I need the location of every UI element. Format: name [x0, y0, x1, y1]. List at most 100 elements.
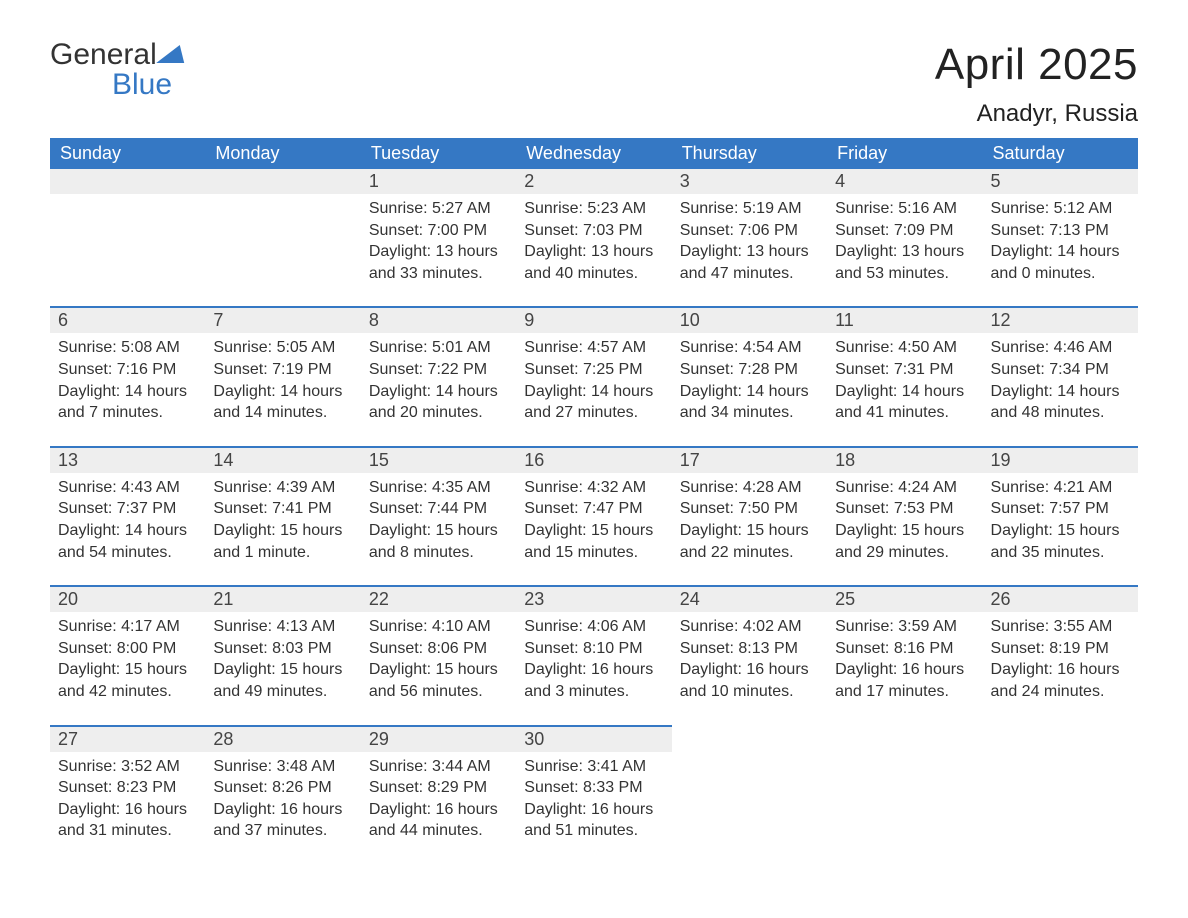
calendar-body: 1Sunrise: 5:27 AMSunset: 7:00 PMDaylight… — [50, 169, 1138, 858]
day-number: 20 — [50, 585, 205, 612]
day-data-line: Sunset: 8:19 PM — [991, 638, 1130, 660]
day-data-line: and 17 minutes. — [835, 681, 974, 703]
calendar-cell — [983, 719, 1138, 858]
day-data: Sunrise: 4:28 AMSunset: 7:50 PMDaylight:… — [672, 473, 827, 563]
day-data-line: Sunrise: 3:41 AM — [524, 756, 663, 778]
day-data: Sunrise: 3:52 AMSunset: 8:23 PMDaylight:… — [50, 752, 205, 842]
day-number — [50, 169, 205, 194]
day-number: 23 — [516, 585, 671, 612]
day-data-line: and 42 minutes. — [58, 681, 197, 703]
day-data-line: Sunrise: 3:55 AM — [991, 616, 1130, 638]
page-header: General Blue April 2025 Anadyr, Russia — [50, 40, 1138, 128]
day-data-line: Sunset: 7:41 PM — [213, 498, 352, 520]
day-data-line: and 51 minutes. — [524, 820, 663, 842]
day-number: 15 — [361, 446, 516, 473]
calendar-cell: 13Sunrise: 4:43 AMSunset: 7:37 PMDayligh… — [50, 440, 205, 579]
calendar-week: 13Sunrise: 4:43 AMSunset: 7:37 PMDayligh… — [50, 440, 1138, 579]
day-number: 8 — [361, 306, 516, 333]
day-data-line: Sunrise: 3:52 AM — [58, 756, 197, 778]
title-block: April 2025 Anadyr, Russia — [935, 40, 1138, 128]
day-data: Sunrise: 4:54 AMSunset: 7:28 PMDaylight:… — [672, 333, 827, 423]
day-data-line: Sunrise: 4:35 AM — [369, 477, 508, 499]
day-data: Sunrise: 3:48 AMSunset: 8:26 PMDaylight:… — [205, 752, 360, 842]
calendar-cell: 30Sunrise: 3:41 AMSunset: 8:33 PMDayligh… — [516, 719, 671, 858]
day-number: 6 — [50, 306, 205, 333]
calendar-cell: 25Sunrise: 3:59 AMSunset: 8:16 PMDayligh… — [827, 579, 982, 718]
day-number: 10 — [672, 306, 827, 333]
day-data: Sunrise: 5:27 AMSunset: 7:00 PMDaylight:… — [361, 194, 516, 284]
day-data-line: and 20 minutes. — [369, 402, 508, 424]
calendar-cell: 24Sunrise: 4:02 AMSunset: 8:13 PMDayligh… — [672, 579, 827, 718]
calendar-cell: 27Sunrise: 3:52 AMSunset: 8:23 PMDayligh… — [50, 719, 205, 858]
calendar-cell — [50, 169, 205, 300]
day-data-line: and 44 minutes. — [369, 820, 508, 842]
day-data — [205, 194, 360, 198]
day-data-line: and 35 minutes. — [991, 542, 1130, 564]
day-data: Sunrise: 4:39 AMSunset: 7:41 PMDaylight:… — [205, 473, 360, 563]
calendar-cell: 3Sunrise: 5:19 AMSunset: 7:06 PMDaylight… — [672, 169, 827, 300]
day-data-line: Sunrise: 4:21 AM — [991, 477, 1130, 499]
day-data-line: Sunrise: 4:13 AM — [213, 616, 352, 638]
calendar-cell: 14Sunrise: 4:39 AMSunset: 7:41 PMDayligh… — [205, 440, 360, 579]
day-data-line: Daylight: 13 hours — [369, 241, 508, 263]
day-data-line: Daylight: 16 hours — [524, 659, 663, 681]
day-data-line: Sunset: 7:53 PM — [835, 498, 974, 520]
calendar-week: 1Sunrise: 5:27 AMSunset: 7:00 PMDaylight… — [50, 169, 1138, 300]
day-data-line: Daylight: 15 hours — [524, 520, 663, 542]
day-data-line: and 53 minutes. — [835, 263, 974, 285]
day-number: 18 — [827, 446, 982, 473]
day-data-line: Sunset: 8:13 PM — [680, 638, 819, 660]
day-data-line: Daylight: 13 hours — [835, 241, 974, 263]
day-data-line: Sunset: 7:03 PM — [524, 220, 663, 242]
day-data-line: Sunset: 7:31 PM — [835, 359, 974, 381]
calendar-cell: 8Sunrise: 5:01 AMSunset: 7:22 PMDaylight… — [361, 300, 516, 439]
calendar-cell: 19Sunrise: 4:21 AMSunset: 7:57 PMDayligh… — [983, 440, 1138, 579]
day-data-line: Sunset: 7:13 PM — [991, 220, 1130, 242]
day-data-line: Sunset: 8:26 PM — [213, 777, 352, 799]
calendar-cell: 4Sunrise: 5:16 AMSunset: 7:09 PMDaylight… — [827, 169, 982, 300]
day-data: Sunrise: 5:19 AMSunset: 7:06 PMDaylight:… — [672, 194, 827, 284]
day-number — [205, 169, 360, 194]
day-data-line: and 54 minutes. — [58, 542, 197, 564]
calendar-week: 27Sunrise: 3:52 AMSunset: 8:23 PMDayligh… — [50, 719, 1138, 858]
day-data-line: and 27 minutes. — [524, 402, 663, 424]
calendar-cell: 7Sunrise: 5:05 AMSunset: 7:19 PMDaylight… — [205, 300, 360, 439]
day-data-line: Daylight: 16 hours — [58, 799, 197, 821]
day-data: Sunrise: 5:01 AMSunset: 7:22 PMDaylight:… — [361, 333, 516, 423]
day-data-line: and 47 minutes. — [680, 263, 819, 285]
day-data-line: Sunrise: 5:27 AM — [369, 198, 508, 220]
day-data-line: and 14 minutes. — [213, 402, 352, 424]
day-data-line: Sunrise: 5:16 AM — [835, 198, 974, 220]
calendar-cell: 1Sunrise: 5:27 AMSunset: 7:00 PMDaylight… — [361, 169, 516, 300]
day-data-line: Sunset: 7:16 PM — [58, 359, 197, 381]
day-data-line: Sunset: 7:44 PM — [369, 498, 508, 520]
day-data: Sunrise: 5:16 AMSunset: 7:09 PMDaylight:… — [827, 194, 982, 284]
day-data-line: Sunrise: 5:05 AM — [213, 337, 352, 359]
day-data — [827, 750, 982, 754]
day-data: Sunrise: 4:50 AMSunset: 7:31 PMDaylight:… — [827, 333, 982, 423]
day-data-line: Sunset: 7:50 PM — [680, 498, 819, 520]
day-number: 1 — [361, 169, 516, 194]
day-data: Sunrise: 4:35 AMSunset: 7:44 PMDaylight:… — [361, 473, 516, 563]
day-data-line: Sunset: 8:06 PM — [369, 638, 508, 660]
day-data: Sunrise: 4:24 AMSunset: 7:53 PMDaylight:… — [827, 473, 982, 563]
day-data-line: Sunrise: 4:46 AM — [991, 337, 1130, 359]
day-data-line: Sunset: 7:37 PM — [58, 498, 197, 520]
day-data-line: Sunrise: 4:02 AM — [680, 616, 819, 638]
day-data-line: Daylight: 15 hours — [369, 520, 508, 542]
day-number: 19 — [983, 446, 1138, 473]
calendar-cell: 28Sunrise: 3:48 AMSunset: 8:26 PMDayligh… — [205, 719, 360, 858]
day-data-line: and 10 minutes. — [680, 681, 819, 703]
day-data-line: Daylight: 15 hours — [213, 659, 352, 681]
day-data-line: Sunset: 7:34 PM — [991, 359, 1130, 381]
day-number: 2 — [516, 169, 671, 194]
day-data-line: Daylight: 15 hours — [680, 520, 819, 542]
day-data-line: Sunrise: 3:44 AM — [369, 756, 508, 778]
day-data-line: and 0 minutes. — [991, 263, 1130, 285]
day-data-line: Sunrise: 5:01 AM — [369, 337, 508, 359]
day-data-line: and 37 minutes. — [213, 820, 352, 842]
day-number: 22 — [361, 585, 516, 612]
day-data-line: Sunrise: 4:10 AM — [369, 616, 508, 638]
logo-triangle-icon — [156, 45, 194, 63]
day-number: 29 — [361, 725, 516, 752]
